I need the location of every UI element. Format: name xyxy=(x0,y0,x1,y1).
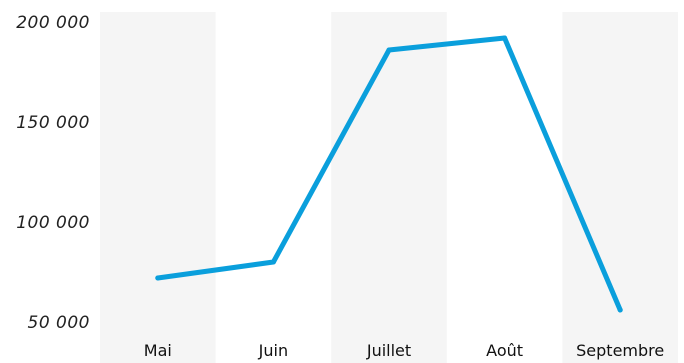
column-band-0 xyxy=(100,12,216,363)
series-layer xyxy=(155,35,623,313)
x-axis-ticks: Mai Juin Juillet Août Septembre xyxy=(144,341,664,360)
x-tick-label: Juin xyxy=(258,341,288,360)
data-point xyxy=(617,307,623,313)
column-band-2 xyxy=(331,12,447,363)
background-bands xyxy=(100,12,678,363)
x-tick-label: Mai xyxy=(144,341,172,360)
y-tick-label: 200 000 xyxy=(16,13,90,33)
x-tick-label: Juillet xyxy=(366,341,411,360)
data-point xyxy=(270,259,276,265)
x-tick-label: Septembre xyxy=(576,341,664,360)
y-tick-label: 100 000 xyxy=(16,213,90,233)
data-point xyxy=(502,35,508,41)
data-point xyxy=(386,47,392,53)
y-tick-label: 50 000 xyxy=(28,313,90,333)
x-tick-label: Août xyxy=(486,341,523,360)
y-axis-ticks: 200 000 150 000 100 000 50 000 xyxy=(16,13,90,333)
y-tick-label: 150 000 xyxy=(16,113,90,133)
data-point xyxy=(155,275,161,281)
